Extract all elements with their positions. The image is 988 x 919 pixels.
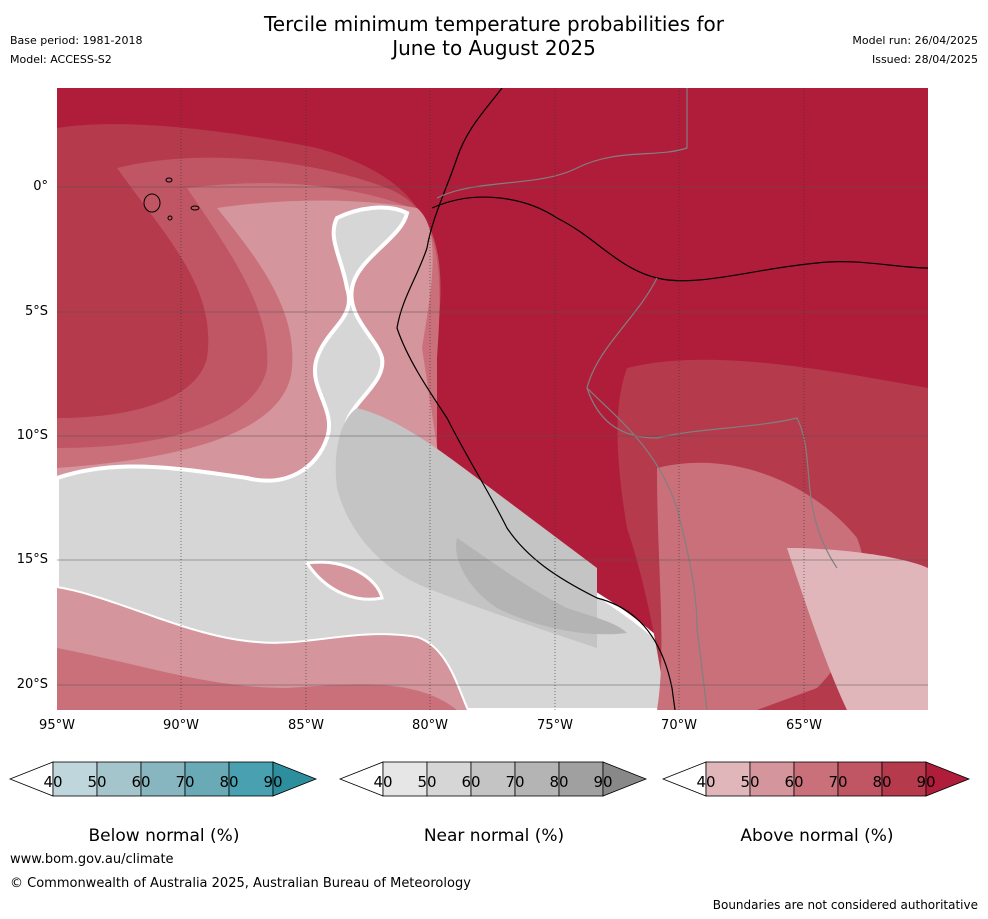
title-line-1: Tercile minimum temperature probabilitie… [263, 12, 725, 36]
lon-label-70w: 70°W [661, 718, 697, 733]
colorbar-tick-label: 60 [461, 773, 481, 791]
colorbar-above [661, 761, 971, 797]
colorbar-segment [837, 761, 883, 797]
disclaimer: Boundaries are not considered authoritat… [712, 898, 978, 912]
colorbar-tick-label: 60 [784, 773, 804, 791]
near-normal-70 [456, 538, 627, 635]
colorbar-title-near: Near normal (%) [423, 826, 565, 846]
country-borders [436, 88, 838, 710]
lon-label-80w: 80°W [412, 718, 448, 733]
colorbar-title-below: Below normal (%) [88, 826, 240, 846]
base-period: Base period: 1981-2018 [10, 34, 143, 47]
colorbar-tick-label: 90 [593, 773, 613, 791]
issued-date: Issued: 28/04/2025 [871, 53, 978, 66]
colorbar-tick-label: 40 [43, 773, 63, 791]
model-name: Model: ACCESS-S2 [10, 53, 112, 66]
colorbar-extend-high [925, 761, 971, 797]
lon-label-85w: 85°W [288, 718, 324, 733]
colorbar-tick-label: 40 [696, 773, 716, 791]
colorbar-segment [881, 761, 927, 797]
colorbar-tick-label: 50 [417, 773, 437, 791]
lat-label-0: 0° [33, 179, 48, 194]
meta-left: Base period: 1981-2018 Model: ACCESS-S2 [10, 31, 142, 69]
lat-label-5s: 5°S [24, 304, 48, 319]
colorbar-extend-high [272, 761, 318, 797]
colorbar-segment [793, 761, 839, 797]
east-band-60 [657, 462, 865, 710]
colorbar-tick-label: 90 [263, 773, 283, 791]
footer-url: www.bom.gov.au/climate [10, 852, 174, 867]
colorbar-tick-label: 80 [872, 773, 892, 791]
colorbar-tick-label: 70 [175, 773, 195, 791]
colorbar-segment [382, 761, 428, 797]
lat-label-10s: 10°S [16, 428, 48, 443]
colorbar-below [8, 761, 318, 797]
lon-label-65w: 65°W [786, 718, 822, 733]
colorbar-segment [705, 761, 751, 797]
graticule [57, 186, 928, 686]
lat-label-15s: 15°S [16, 552, 48, 567]
lon-label-90w: 90°W [163, 718, 199, 733]
colorbar-tick-label: 70 [505, 773, 525, 791]
colorbar-tick-label: 80 [549, 773, 569, 791]
colorbar-segment [426, 761, 472, 797]
colorbar-tick-label: 60 [131, 773, 151, 791]
colorbar-segment [514, 761, 560, 797]
colorbar-tick-label: 40 [373, 773, 393, 791]
above-island [304, 560, 384, 601]
colorbar-near [338, 761, 648, 797]
colorbar-title-above: Above normal (%) [740, 826, 894, 846]
galapagos-islands [143, 177, 200, 221]
footer-copyright: © Commonwealth of Australia 2025, Austra… [10, 876, 471, 891]
lon-label-75w: 75°W [537, 718, 573, 733]
meta-right: Model run: 26/04/2025 Issued: 28/04/2025 [852, 31, 978, 69]
colorbar-tick-label: 50 [740, 773, 760, 791]
colorbar-tick-label: 50 [87, 773, 107, 791]
colorbar-extend-high [602, 761, 648, 797]
east-band-40 [787, 548, 928, 710]
lon-label-95w: 95°W [39, 718, 75, 733]
near-normal-60 [335, 408, 597, 648]
colorbar-segment [228, 761, 274, 797]
colorbar-segment [52, 761, 98, 797]
model-run: Model run: 26/04/2025 [852, 34, 978, 47]
colorbar-segment [96, 761, 142, 797]
map-title: Tercile minimum temperature probabilitie… [0, 12, 988, 60]
colorbar-segment [470, 761, 516, 797]
lat-label-20s: 20°S [16, 677, 48, 692]
colorbar-segment [558, 761, 604, 797]
colorbar-tick-label: 80 [219, 773, 239, 791]
colorbar-tick-label: 90 [916, 773, 936, 791]
map-area [57, 88, 928, 710]
colorbar-tick-label: 70 [828, 773, 848, 791]
colorbar-segment [749, 761, 795, 797]
southwest-band-2 [57, 648, 457, 710]
colorbar-segment [184, 761, 230, 797]
coastline [396, 88, 676, 710]
title-line-2: June to August 2025 [392, 36, 596, 60]
